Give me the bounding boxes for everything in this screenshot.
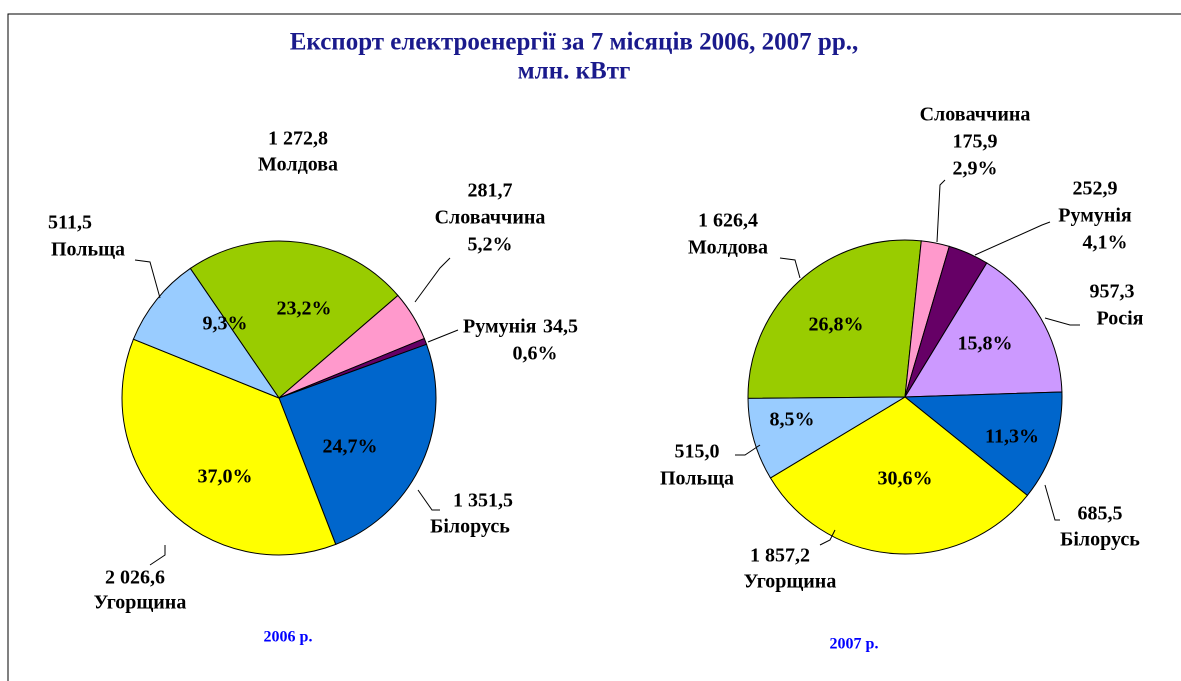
leader-line — [819, 529, 836, 546]
leader-line — [1044, 484, 1060, 521]
leader-line — [936, 179, 946, 243]
leader-line — [427, 329, 459, 343]
percent-label: 37,0% — [198, 466, 253, 488]
value-label: 252,9 — [1073, 178, 1118, 200]
percent-label: 15,8% — [958, 333, 1013, 355]
leader-line — [414, 257, 451, 303]
pie-slice — [904, 262, 1063, 398]
chart-title: млн. кВтг — [518, 58, 631, 85]
percent-label: 24,7% — [323, 436, 378, 458]
value-label: 34,5 — [543, 316, 578, 338]
value-label: 1 857,2 — [750, 545, 810, 567]
pie-slice — [278, 343, 437, 546]
percent-label: 11,3% — [985, 426, 1039, 448]
value-label: 685,5 — [1078, 503, 1123, 525]
pie-slice — [769, 396, 1029, 555]
category-label: Польща — [660, 468, 734, 490]
value-label: 175,9 — [953, 131, 998, 153]
value-label: 1 351,5 — [453, 490, 513, 512]
percent-label: 30,6% — [878, 468, 933, 490]
percent-label: 9,3% — [203, 313, 248, 335]
category-label: Угорщина — [94, 592, 187, 614]
category-label: Словаччина — [435, 207, 546, 229]
leader-line — [779, 257, 801, 279]
value-label: 511,5 — [48, 212, 92, 234]
category-label: Словаччина — [920, 104, 1031, 126]
pie-title: 2006 р. — [264, 629, 313, 646]
pie-slice — [903, 391, 1063, 497]
value-label: 281,7 — [468, 180, 513, 202]
pie-slice — [747, 396, 907, 479]
category-label: Білорусь — [1060, 529, 1140, 551]
leader-line — [1044, 317, 1080, 326]
pie-slice — [189, 240, 399, 399]
leader-line — [974, 221, 1051, 256]
category-label: Угорщина — [744, 571, 837, 593]
value-label: 957,3 — [1090, 281, 1135, 303]
pie-slice — [121, 338, 337, 556]
category-label: Росія — [1097, 308, 1144, 330]
category-label: Румунія — [1058, 205, 1132, 227]
chart-title: Експорт електроенергії за 7 місяців 2006… — [290, 29, 858, 56]
leader-line — [149, 545, 166, 566]
leader-line — [735, 444, 761, 456]
leader-line — [134, 259, 161, 299]
percent-label: 2,9% — [953, 158, 998, 180]
category-label: Польща — [51, 239, 125, 261]
category-label: Молдова — [688, 237, 768, 259]
category-label: Румунія — [463, 316, 537, 338]
frame — [7, 13, 1181, 681]
value-label: 1 626,4 — [698, 210, 758, 232]
value-label: 1 272,8 — [268, 128, 328, 150]
value-label: 515,0 — [675, 441, 720, 463]
percent-label: 26,8% — [809, 314, 864, 336]
percent-label: 8,5% — [770, 409, 815, 431]
pie-title: 2007 р. — [830, 636, 879, 653]
leader-line — [417, 489, 440, 511]
pie-slice — [132, 267, 281, 400]
percent-label: 23,2% — [277, 298, 332, 320]
value-label: 2 026,6 — [105, 567, 165, 589]
percent-label: 5,2% — [468, 234, 513, 256]
pie-slice — [747, 239, 922, 399]
percent-label: 0,6% — [513, 343, 558, 365]
percent-label: 4,1% — [1083, 232, 1128, 254]
category-label: Молдова — [258, 154, 338, 176]
category-label: Білорусь — [430, 516, 510, 538]
